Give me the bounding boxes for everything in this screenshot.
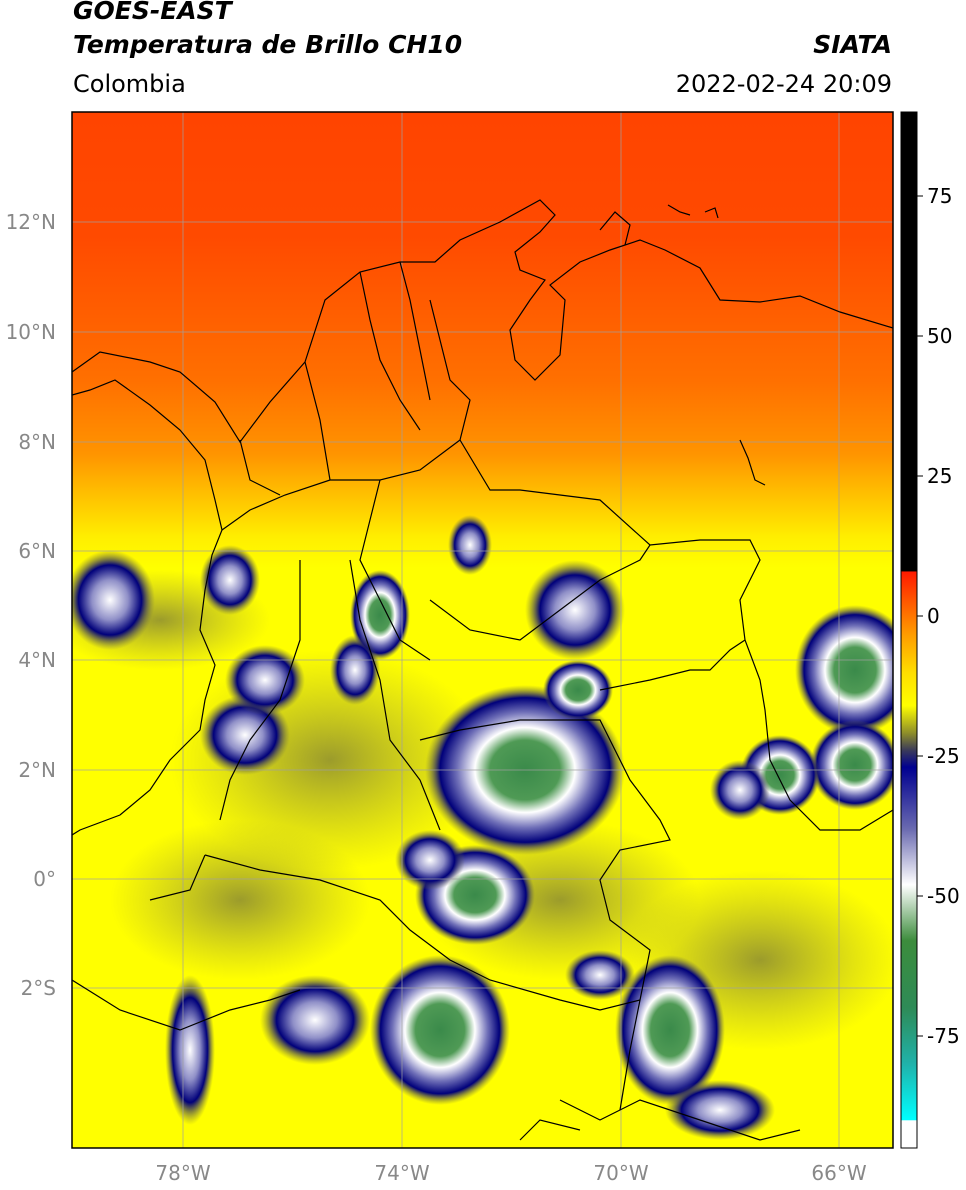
colorbar-tick-label: -25: [927, 744, 960, 768]
colorbar: 75 50 25 0 -25 -50 -75: [900, 111, 960, 1149]
latitude-labels: 12°N 10°N 8°N 6°N 4°N 2°N 0° 2°S: [6, 210, 56, 1000]
island: [599, 211, 631, 246]
internal-border: [221, 299, 471, 531]
convective-cloud: [330, 635, 380, 705]
lat-label: 2°N: [18, 758, 56, 782]
convective-cloud: [565, 950, 635, 1000]
internal-border: [399, 261, 431, 401]
convective-cloud: [615, 955, 725, 1105]
lon-label: 74°W: [374, 1161, 429, 1185]
convective-cloud: [795, 605, 893, 735]
island: [704, 207, 719, 219]
pacific-coastline: [72, 379, 223, 836]
borders: [72, 199, 893, 1141]
convective-cloud: [448, 515, 492, 575]
ecuador-border: [149, 854, 206, 901]
internal-border: [239, 439, 281, 496]
island-coast: [739, 439, 766, 486]
colombia-venezuela-border: [459, 439, 893, 831]
convective-cloud: [350, 570, 410, 660]
colorbar-bar: [900, 111, 918, 1149]
island: [667, 204, 691, 216]
colorbar-tick-label: 50: [927, 324, 952, 348]
colorbar-tick-label: -75: [927, 1024, 960, 1048]
lat-label: 2°S: [21, 976, 56, 1000]
amazon-river: [519, 1119, 581, 1141]
colorbar-tick-label: 25: [927, 464, 952, 488]
peru-ecuador-border: [72, 979, 301, 1031]
colorbar-tick-label: 0: [927, 604, 940, 628]
map-imagery: [72, 112, 893, 1148]
colombia-brazil-border: [419, 719, 671, 1111]
satellite-title: GOES-EAST: [73, 0, 232, 25]
lat-label: 10°N: [6, 320, 56, 344]
convective-cloud: [710, 760, 770, 820]
colombia-peru-border: [204, 854, 641, 1011]
lat-label: 12°N: [6, 210, 56, 234]
longitude-labels: 78°W 74°W 70°W 66°W: [155, 1161, 866, 1185]
internal-border: [304, 361, 331, 481]
lon-label: 70°W: [593, 1161, 648, 1185]
convective-cloud: [810, 720, 893, 810]
internal-border: [599, 639, 746, 691]
gridlines: [72, 112, 893, 1148]
internal-border: [359, 479, 431, 661]
convective-cloud: [72, 550, 155, 650]
convective-cloud: [525, 560, 625, 660]
lat-label: 8°N: [18, 430, 56, 454]
amazon-river: [559, 1099, 801, 1141]
datetime-label: 2022-02-24 20:09: [675, 70, 892, 98]
olive-patch: [110, 820, 370, 980]
product-title: Temperatura de Brillo CH10: [73, 30, 463, 59]
convective-cloud: [395, 830, 465, 890]
region-label: Colombia: [73, 70, 186, 98]
colorbar-ticks: 75 50 25 0 -25 -50 -75: [917, 184, 960, 1048]
convective-cloud: [665, 1080, 775, 1140]
colorbar-tick-label: 75: [927, 184, 952, 208]
colorbar-tick-label: -50: [927, 884, 960, 908]
convective-cloud: [165, 975, 215, 1125]
internal-border: [359, 271, 421, 431]
convective-cloud: [260, 975, 370, 1065]
lat-label: 0°: [33, 867, 56, 891]
caribbean-coastline: [72, 199, 893, 444]
convective-cloud: [370, 955, 510, 1105]
lon-label: 78°W: [155, 1161, 210, 1185]
convective-cloud: [200, 695, 290, 775]
convective-cloud: [225, 645, 305, 715]
lat-label: 4°N: [18, 648, 56, 672]
convective-cloud: [200, 545, 260, 615]
lat-label: 6°N: [18, 539, 56, 563]
internal-border: [219, 560, 301, 821]
internal-border: [349, 559, 441, 831]
lon-label: 66°W: [811, 1161, 866, 1185]
plot-frame: [71, 111, 894, 1149]
convective-cloud: [543, 660, 613, 720]
internal-border: [429, 544, 651, 641]
organization-label: SIATA: [813, 30, 892, 59]
